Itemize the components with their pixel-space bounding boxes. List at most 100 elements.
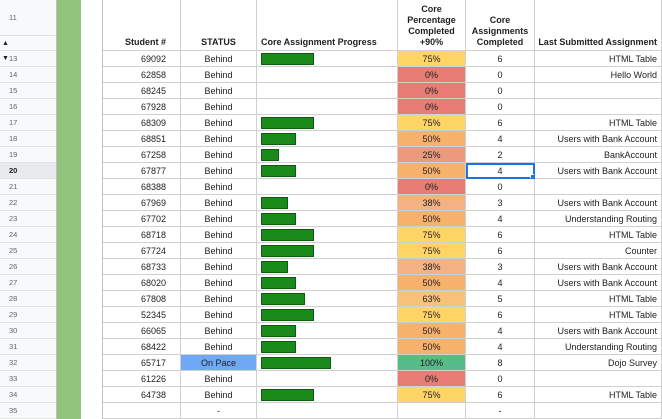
student-cell[interactable]: 67808 xyxy=(103,291,181,307)
percentage-cell[interactable]: 0% xyxy=(398,99,466,115)
student-cell[interactable]: 67928 xyxy=(103,99,181,115)
student-cell[interactable]: 65717 xyxy=(103,355,181,371)
row-number[interactable]: 14 xyxy=(0,67,56,83)
progress-cell[interactable] xyxy=(257,179,398,195)
status-cell[interactable]: Behind xyxy=(181,163,257,179)
row-number[interactable]: 34 xyxy=(0,387,56,403)
assignments-count-cell[interactable]: 5 xyxy=(466,291,535,307)
row-number[interactable]: 31 xyxy=(0,339,56,355)
student-cell[interactable]: 68245 xyxy=(103,83,181,99)
percentage-cell[interactable]: 75% xyxy=(398,243,466,259)
percentage-cell[interactable]: 38% xyxy=(398,195,466,211)
last-submitted-cell[interactable] xyxy=(535,371,662,387)
status-cell[interactable]: Behind xyxy=(181,323,257,339)
percentage-cell[interactable]: 50% xyxy=(398,339,466,355)
assignments-count-cell[interactable]: 6 xyxy=(466,51,535,67)
row-number[interactable]: 29 xyxy=(0,307,56,323)
progress-cell[interactable] xyxy=(257,115,398,131)
row-number[interactable]: 28 xyxy=(0,291,56,307)
status-cell[interactable]: Behind xyxy=(181,259,257,275)
assignments-count-cell[interactable]: 4 xyxy=(466,131,535,147)
assignments-count-cell[interactable]: - xyxy=(466,403,535,419)
row-number[interactable]: 21 xyxy=(0,179,56,195)
last-submitted-cell[interactable]: HTML Table xyxy=(535,115,662,131)
percentage-cell[interactable]: 100% xyxy=(398,355,466,371)
student-cell[interactable]: 68309 xyxy=(103,115,181,131)
progress-cell[interactable] xyxy=(257,211,398,227)
progress-cell[interactable] xyxy=(257,83,398,99)
progress-cell[interactable] xyxy=(257,403,398,419)
assignments-count-cell[interactable]: 3 xyxy=(466,195,535,211)
assignments-count-cell[interactable]: 0 xyxy=(466,67,535,83)
row-number[interactable]: 11 xyxy=(0,0,56,36)
assignments-count-cell[interactable]: 0 xyxy=(466,99,535,115)
assignments-count-cell[interactable]: 0 xyxy=(466,179,535,195)
progress-cell[interactable] xyxy=(257,371,398,387)
row-number[interactable]: 35 xyxy=(0,403,56,419)
status-cell[interactable]: Behind xyxy=(181,227,257,243)
last-submitted-cell[interactable]: HTML Table xyxy=(535,307,662,323)
status-cell[interactable]: Behind xyxy=(181,371,257,387)
status-cell[interactable]: Behind xyxy=(181,275,257,291)
percentage-cell[interactable]: 75% xyxy=(398,115,466,131)
assignments-count-cell[interactable]: 0 xyxy=(466,83,535,99)
row-number[interactable]: 27 xyxy=(0,275,56,291)
header-last-submitted[interactable]: Last Submitted Assignment xyxy=(535,0,662,51)
student-cell[interactable]: 67702 xyxy=(103,211,181,227)
last-submitted-cell[interactable]: Users with Bank Account xyxy=(535,163,662,179)
student-cell[interactable]: 67724 xyxy=(103,243,181,259)
row-number[interactable]: 16 xyxy=(0,99,56,115)
assignments-count-cell[interactable]: 4 xyxy=(466,275,535,291)
percentage-cell[interactable]: 50% xyxy=(398,211,466,227)
assignments-count-cell[interactable]: 8 xyxy=(466,355,535,371)
progress-cell[interactable] xyxy=(257,67,398,83)
status-cell[interactable]: Behind xyxy=(181,339,257,355)
last-submitted-cell[interactable]: Users with Bank Account xyxy=(535,195,662,211)
percentage-cell[interactable]: 0% xyxy=(398,179,466,195)
assignments-count-cell[interactable]: 6 xyxy=(466,227,535,243)
student-cell[interactable]: 68020 xyxy=(103,275,181,291)
row-number[interactable]: 15 xyxy=(0,83,56,99)
percentage-cell[interactable]: 25% xyxy=(398,147,466,163)
status-cell[interactable]: Behind xyxy=(181,67,257,83)
status-cell[interactable]: Behind xyxy=(181,387,257,403)
row-number[interactable]: 19 xyxy=(0,147,56,163)
status-cell[interactable]: Behind xyxy=(181,51,257,67)
progress-cell[interactable] xyxy=(257,99,398,115)
percentage-cell[interactable]: 0% xyxy=(398,371,466,387)
student-cell[interactable]: 68422 xyxy=(103,339,181,355)
progress-cell[interactable] xyxy=(257,131,398,147)
last-submitted-cell[interactable]: Dojo Survey xyxy=(535,355,662,371)
row-number[interactable]: 25 xyxy=(0,243,56,259)
progress-cell[interactable] xyxy=(257,275,398,291)
percentage-cell[interactable]: 38% xyxy=(398,259,466,275)
last-submitted-cell[interactable] xyxy=(535,99,662,115)
percentage-cell[interactable]: 50% xyxy=(398,163,466,179)
status-cell[interactable]: Behind xyxy=(181,307,257,323)
progress-cell[interactable] xyxy=(257,339,398,355)
assignments-count-cell[interactable]: 4 xyxy=(466,163,535,179)
student-cell[interactable]: 67877 xyxy=(103,163,181,179)
last-submitted-cell[interactable]: Users with Bank Account xyxy=(535,275,662,291)
student-cell[interactable]: 66065 xyxy=(103,323,181,339)
progress-cell[interactable] xyxy=(257,51,398,67)
status-cell[interactable]: Behind xyxy=(181,195,257,211)
student-cell[interactable]: 68388 xyxy=(103,179,181,195)
student-cell[interactable]: 61226 xyxy=(103,371,181,387)
student-cell[interactable]: 68733 xyxy=(103,259,181,275)
last-submitted-cell[interactable]: Users with Bank Account xyxy=(535,323,662,339)
student-cell[interactable]: 68718 xyxy=(103,227,181,243)
fill-handle[interactable] xyxy=(530,174,534,178)
progress-cell[interactable] xyxy=(257,243,398,259)
status-cell[interactable]: Behind xyxy=(181,211,257,227)
progress-cell[interactable] xyxy=(257,307,398,323)
student-cell[interactable]: 67258 xyxy=(103,147,181,163)
student-cell[interactable]: 67969 xyxy=(103,195,181,211)
row-group-bar[interactable] xyxy=(57,0,81,419)
last-submitted-cell[interactable]: HTML Table xyxy=(535,227,662,243)
header-assignments[interactable]: Core Assignments Completed xyxy=(466,0,535,51)
student-cell[interactable]: 62858 xyxy=(103,67,181,83)
percentage-cell[interactable]: 63% xyxy=(398,291,466,307)
percentage-cell[interactable]: 75% xyxy=(398,227,466,243)
progress-cell[interactable] xyxy=(257,291,398,307)
